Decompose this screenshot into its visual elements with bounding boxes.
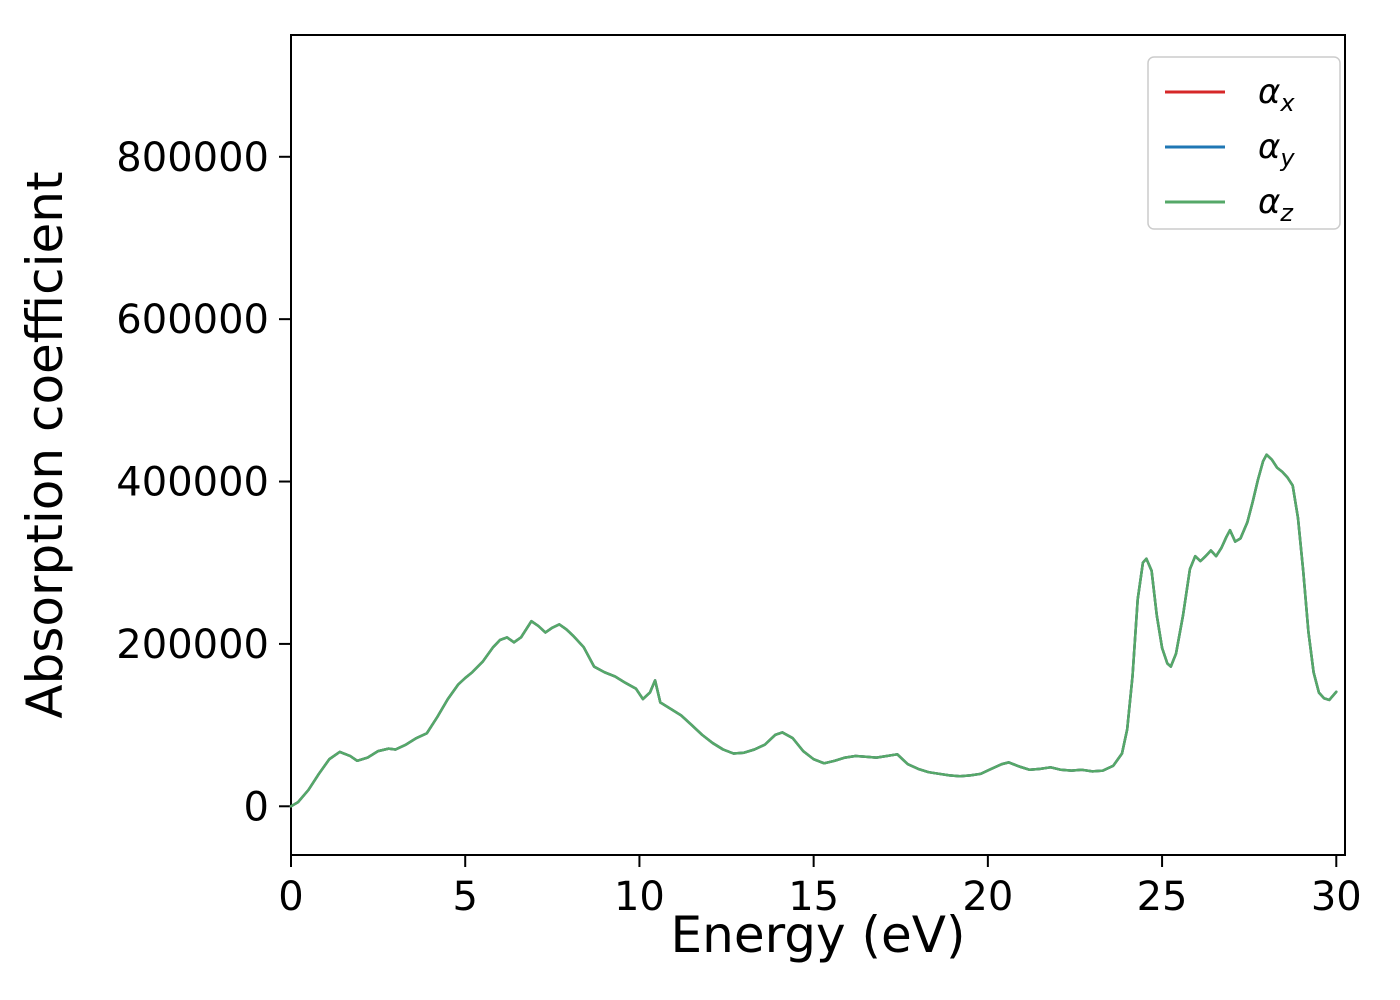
y-axis-ticks: 0 200000 400000 600000 800000 (116, 135, 291, 830)
y-tick-label: 200000 (116, 622, 269, 668)
y-axis-label: Absorption coefficient (16, 171, 74, 718)
legend-label-alpha-y: αy (1258, 127, 1295, 172)
legend-entry-alpha-x: αx (1165, 72, 1295, 117)
legend-label-alpha-x: αx (1258, 72, 1295, 117)
y-tick-label: 800000 (116, 135, 269, 181)
y-tick-label: 600000 (116, 297, 269, 343)
plot-area (289, 453, 1338, 808)
legend: αx αy αz (1147, 56, 1341, 230)
x-tick-label: 25 (1137, 874, 1188, 920)
legend-entry-alpha-z: αz (1165, 182, 1294, 227)
x-tick-label: 0 (278, 874, 303, 920)
x-tick-label: 20 (962, 874, 1013, 920)
y-tick-label: 400000 (116, 460, 269, 506)
legend-label-alpha-z: αz (1258, 182, 1294, 227)
y-tick-label: 0 (244, 784, 269, 830)
x-tick-label: 30 (1311, 874, 1362, 920)
legend-box (1147, 56, 1341, 230)
x-axis-label: Energy (eV) (671, 906, 966, 964)
legend-entry-alpha-y: αy (1165, 127, 1295, 172)
series-line-alpha-z (289, 453, 1338, 808)
x-tick-label: 15 (788, 874, 839, 920)
x-axis-ticks: 0 5 10 15 20 25 30 (278, 855, 1362, 920)
plot-frame (290, 34, 1346, 856)
x-tick-label: 10 (614, 874, 665, 920)
x-tick-label: 5 (452, 874, 477, 920)
